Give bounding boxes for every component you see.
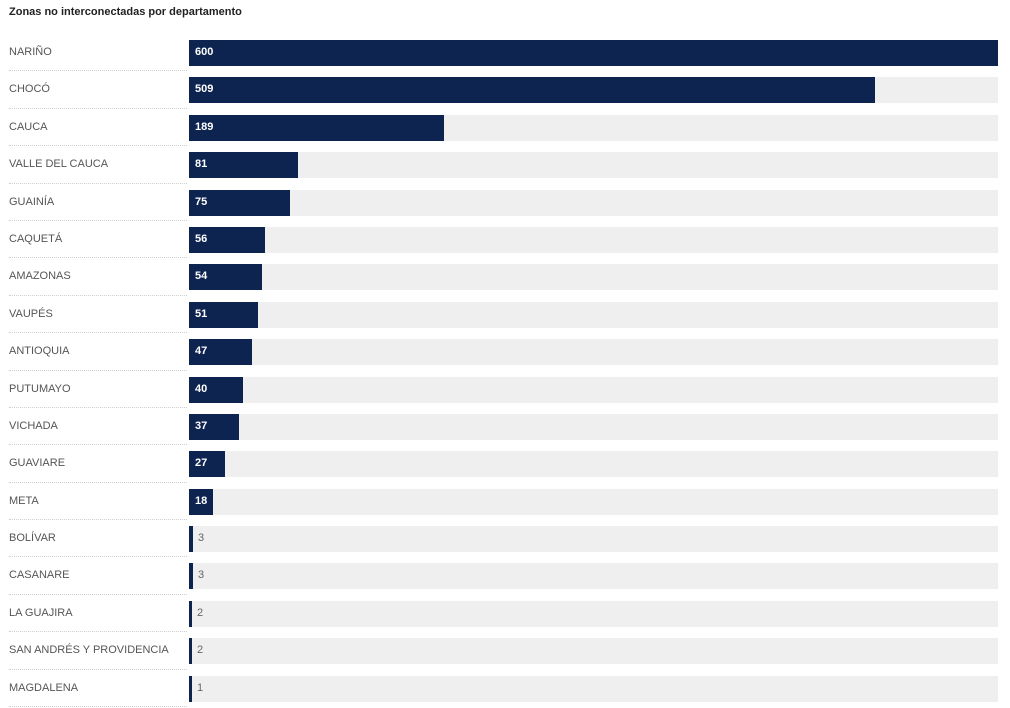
bar [189, 451, 226, 478]
bar-row: LA GUAJIRA 2 [0, 595, 1010, 633]
data-label: 1 [197, 681, 204, 694]
bar-track: 47 [189, 339, 998, 366]
data-label: 47 [195, 345, 208, 358]
data-label: 3 [198, 532, 205, 545]
bar [189, 675, 192, 702]
bar [189, 77, 876, 104]
bar-row: CAQUETÁ 56 [0, 221, 1010, 259]
bar-track: 189 [189, 114, 998, 141]
bar-row: CHOCÓ 509 [0, 71, 1010, 109]
category-label: VALLE DEL CAUCA [9, 146, 187, 184]
bar-track: 2 [189, 638, 998, 665]
bar-track: 600 [189, 40, 998, 66]
bar-row: GUAINÍA 75 [0, 184, 1010, 221]
bar-chart: NARIÑO 600 CHOCÓ 509 CAUCA 189 VALLE DEL CAUCA… [0, 34, 1010, 708]
bar-track: 54 [189, 264, 998, 291]
data-label: 81 [195, 158, 208, 171]
bar-row: AMAZONAS 54 [0, 258, 1010, 296]
bar-track: 56 [189, 226, 998, 253]
category-label: PUTUMAYO [9, 371, 187, 408]
data-label: 75 [195, 195, 208, 208]
bar-row: VICHADA 37 [0, 408, 1010, 446]
bar-track: 27 [189, 451, 998, 478]
data-label: 2 [197, 606, 204, 619]
category-label: LA GUAJIRA [9, 595, 187, 633]
data-label: 3 [198, 569, 205, 582]
data-label: 54 [195, 270, 208, 283]
category-label: CAQUETÁ [9, 221, 187, 259]
category-label: ANTIOQUIA [9, 333, 187, 371]
bar-row: BOLÍVAR 3 [0, 520, 1010, 558]
bar-track: 3 [189, 563, 998, 590]
chart-title: Zonas no interconectadas por departament… [9, 6, 242, 18]
category-label: GUAVIARE [9, 445, 187, 483]
bar-track: 3 [189, 526, 998, 553]
bar [189, 488, 214, 515]
data-label: 40 [195, 382, 208, 395]
bar-track: 1 [189, 675, 998, 702]
data-label: 27 [195, 457, 208, 470]
data-label: 56 [195, 232, 208, 245]
category-label: VAUPÉS [9, 296, 187, 334]
category-label: CAUCA [9, 109, 187, 147]
bar [189, 226, 265, 253]
bar-row: VAUPÉS 51 [0, 296, 1010, 334]
data-label: 600 [195, 46, 214, 58]
category-label: GUAINÍA [9, 184, 187, 221]
category-label: VICHADA [9, 408, 187, 446]
bar-row: ANTIOQUIA 47 [0, 333, 1010, 371]
bar [189, 152, 299, 179]
bar [189, 563, 194, 590]
bar-row: CAUCA 189 [0, 109, 1010, 147]
bar-track: 40 [189, 376, 998, 403]
bar-track: 75 [189, 189, 998, 216]
bar [189, 264, 262, 291]
data-label: 18 [195, 494, 208, 507]
bar-track: 37 [189, 413, 998, 440]
bar-track: 18 [189, 488, 998, 515]
bar-row: PUTUMAYO 40 [0, 371, 1010, 408]
bar [189, 339, 253, 366]
bar [189, 189, 291, 216]
bar [189, 114, 444, 141]
bar-row: GUAVIARE 27 [0, 445, 1010, 483]
bar [189, 638, 192, 665]
bar-row: SAN ANDRÉS Y PROVIDENCIA 2 [0, 632, 1010, 670]
bar-track: 51 [189, 301, 998, 328]
category-label: MAGDALENA [9, 670, 187, 708]
bar-row: VALLE DEL CAUCA 81 [0, 146, 1010, 184]
bar-row: MAGDALENA 1 [0, 670, 1010, 708]
bar-row: CASANARE 3 [0, 557, 1010, 595]
category-label: BOLÍVAR [9, 520, 187, 558]
data-label: 37 [195, 419, 208, 432]
bar [189, 413, 239, 440]
category-label: META [9, 483, 187, 521]
bar-row: NARIÑO 600 [0, 34, 1010, 72]
category-label: CASANARE [9, 557, 187, 595]
bar-track: 81 [189, 152, 998, 179]
category-label: AMAZONAS [9, 258, 187, 296]
category-label: CHOCÓ [9, 71, 187, 109]
bar [189, 301, 258, 328]
data-label: 509 [195, 83, 214, 96]
bar [189, 526, 194, 553]
bar-row: META 18 [0, 483, 1010, 521]
bar-track: 2 [189, 600, 998, 627]
bar-track: 509 [189, 77, 998, 104]
category-label: SAN ANDRÉS Y PROVIDENCIA [9, 632, 187, 670]
data-label: 51 [195, 307, 208, 320]
bar [189, 600, 192, 627]
bar [189, 40, 998, 66]
bar [189, 376, 243, 403]
data-label: 189 [195, 120, 214, 133]
data-label: 2 [197, 644, 204, 657]
category-label: NARIÑO [9, 34, 187, 72]
